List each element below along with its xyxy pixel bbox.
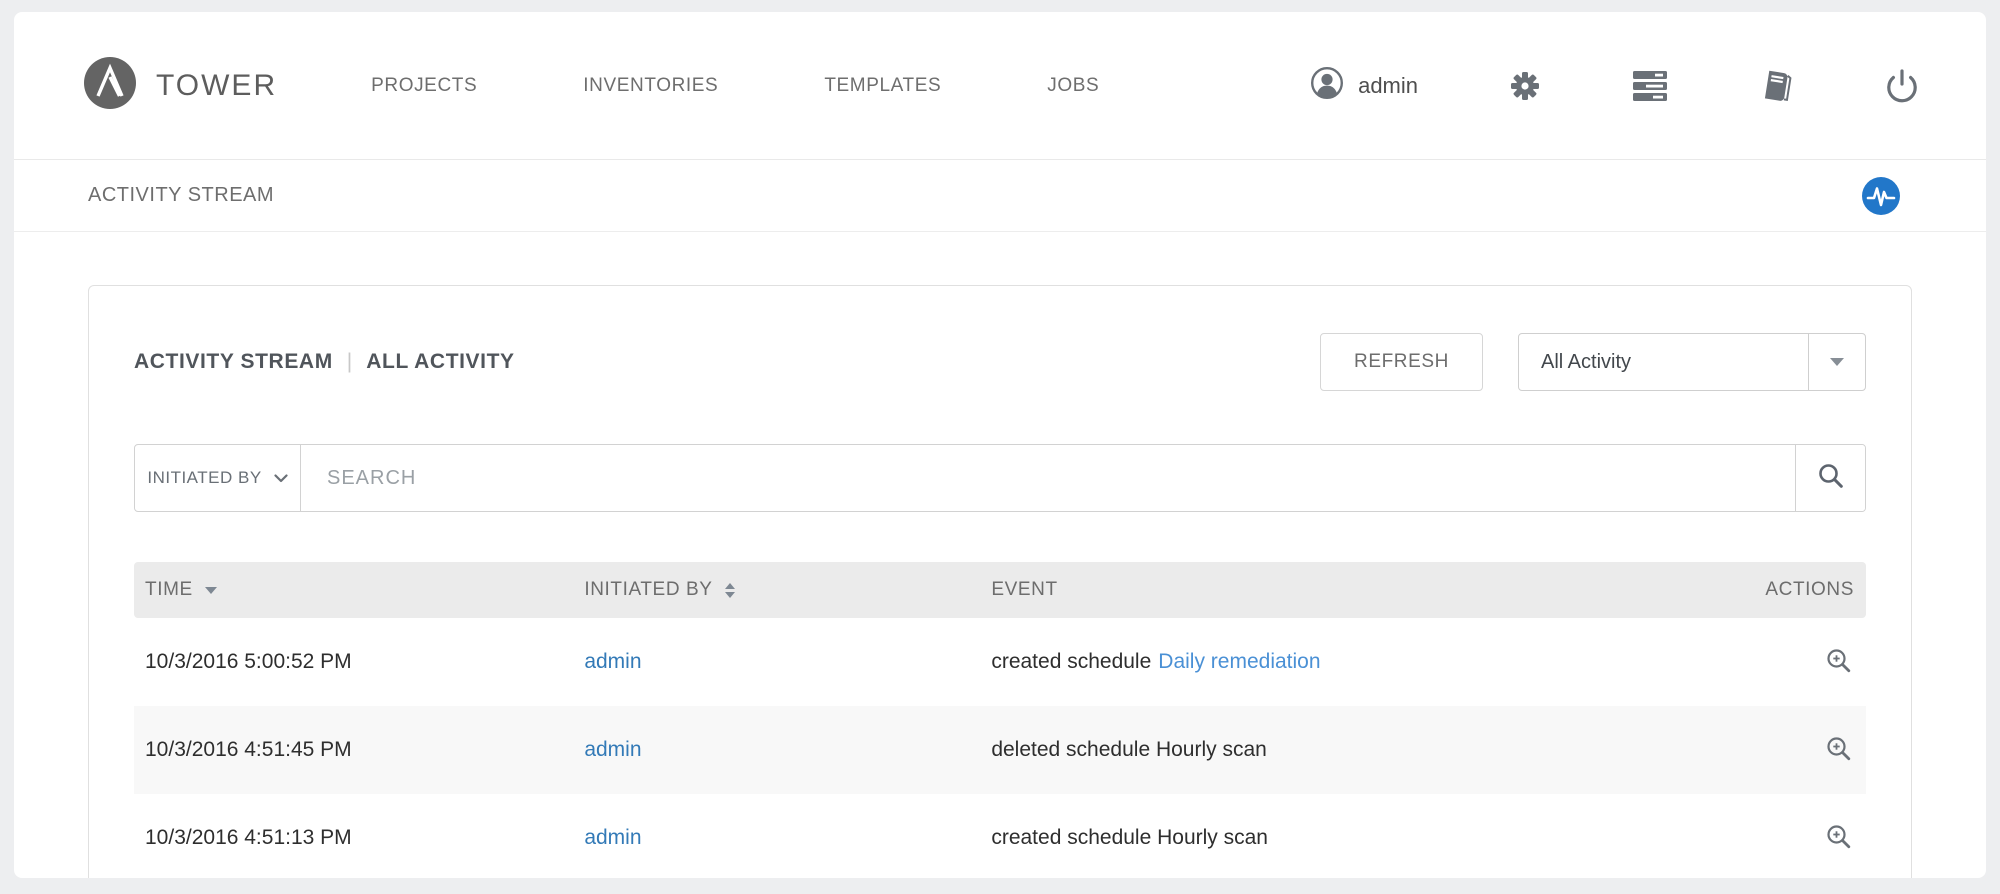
table-row: 10/3/2016 4:51:13 PM admin created sched…: [134, 794, 1866, 878]
panel-title: ACTIVITY STREAM: [134, 350, 333, 373]
top-nav: TOWER PROJECTS INVENTORIES TEMPLATES JOB…: [14, 12, 1986, 160]
user-icon: [1310, 66, 1344, 105]
initiated-by-link[interactable]: admin: [584, 650, 642, 673]
chevron-down-icon: [274, 468, 288, 488]
event-text: created schedule: [991, 650, 1152, 673]
table-row: 10/3/2016 5:00:52 PM admin created sched…: [134, 618, 1866, 706]
search-icon: [1817, 462, 1844, 494]
activity-table: TIME INITIATED BY EVENT ACTIONS 10/3/201…: [134, 562, 1866, 878]
activity-stream-panel: ACTIVITY STREAM | ALL ACTIVITY REFRESH A…: [88, 285, 1912, 878]
nav-right: admin: [1310, 66, 1920, 105]
refresh-button[interactable]: REFRESH: [1320, 333, 1483, 391]
brand-logo[interactable]: TOWER: [84, 57, 277, 114]
search-button[interactable]: [1795, 445, 1865, 511]
user-name: admin: [1358, 72, 1418, 98]
nav-item-jobs[interactable]: JOBS: [1047, 74, 1100, 96]
dropdown-caret-button[interactable]: [1808, 334, 1865, 390]
panel-controls: REFRESH All Activity: [1320, 333, 1866, 391]
search-key-label: INITIATED BY: [147, 468, 262, 487]
initiated-by-link[interactable]: admin: [584, 826, 642, 849]
panel-subtitle: ALL ACTIVITY: [366, 350, 515, 373]
initiated-by-link[interactable]: admin: [584, 738, 642, 761]
column-header-initiated-by[interactable]: INITIATED BY: [584, 579, 991, 601]
sockets-icon[interactable]: [1632, 70, 1668, 102]
brand-name: TOWER: [156, 68, 278, 102]
nav-item-projects[interactable]: PROJECTS: [371, 74, 478, 96]
column-label: TIME: [145, 579, 193, 600]
zoom-in-button[interactable]: [1823, 733, 1854, 767]
cell-event: created schedule Hourly scan: [991, 826, 1746, 850]
column-header-time[interactable]: TIME: [134, 579, 584, 601]
nav-links: PROJECTS INVENTORIES TEMPLATES JOBS: [371, 75, 1099, 97]
title-separator: |: [346, 350, 353, 373]
cell-time: 10/3/2016 4:51:13 PM: [145, 826, 352, 849]
zoom-in-button[interactable]: [1823, 821, 1854, 855]
breadcrumb: ACTIVITY STREAM: [88, 184, 275, 206]
event-text: created schedule Hourly scan: [991, 826, 1268, 849]
zoom-in-button[interactable]: [1823, 645, 1854, 679]
cell-time: 10/3/2016 5:00:52 PM: [145, 650, 352, 673]
column-header-actions: ACTIONS: [1765, 579, 1854, 600]
app-window: TOWER PROJECTS INVENTORIES TEMPLATES JOB…: [14, 12, 1986, 878]
breadcrumb-bar: ACTIVITY STREAM: [14, 160, 1986, 232]
panel-header: ACTIVITY STREAM | ALL ACTIVITY REFRESH A…: [134, 333, 1866, 391]
activity-filter-value: All Activity: [1541, 350, 1632, 373]
main-content: ACTIVITY STREAM | ALL ACTIVITY REFRESH A…: [14, 232, 1986, 878]
column-header-event: EVENT: [991, 579, 1058, 600]
cell-time: 10/3/2016 4:51:45 PM: [145, 738, 352, 761]
table-body: 10/3/2016 5:00:52 PM admin created sched…: [134, 618, 1866, 878]
sort-desc-icon: [204, 586, 217, 594]
search-key-selector[interactable]: INITIATED BY: [135, 445, 301, 511]
user-menu[interactable]: admin: [1310, 66, 1418, 105]
caret-down-icon: [1830, 358, 1844, 366]
power-icon[interactable]: [1884, 68, 1920, 104]
cell-event: deleted schedule Hourly scan: [991, 738, 1746, 762]
docs-icon[interactable]: [1758, 68, 1794, 104]
sort-both-icon: [724, 582, 735, 598]
table-header: TIME INITIATED BY EVENT ACTIONS: [134, 562, 1866, 618]
cell-event: created schedule Daily remediation: [991, 650, 1746, 674]
gear-icon[interactable]: [1508, 69, 1542, 103]
ansible-logo-icon: [84, 57, 136, 114]
nav-item-templates[interactable]: TEMPLATES: [824, 74, 942, 96]
table-row: 10/3/2016 4:51:45 PM admin deleted sched…: [134, 706, 1866, 794]
search-input[interactable]: [301, 445, 1795, 511]
activity-filter-dropdown[interactable]: All Activity: [1518, 333, 1866, 391]
column-label: INITIATED BY: [584, 579, 713, 600]
event-text: deleted schedule Hourly scan: [991, 738, 1267, 761]
activity-stream-icon[interactable]: [1862, 176, 1900, 215]
nav-item-inventories[interactable]: INVENTORIES: [583, 74, 719, 96]
search-bar: INITIATED BY: [134, 444, 1866, 512]
event-link[interactable]: Daily remediation: [1158, 650, 1321, 673]
